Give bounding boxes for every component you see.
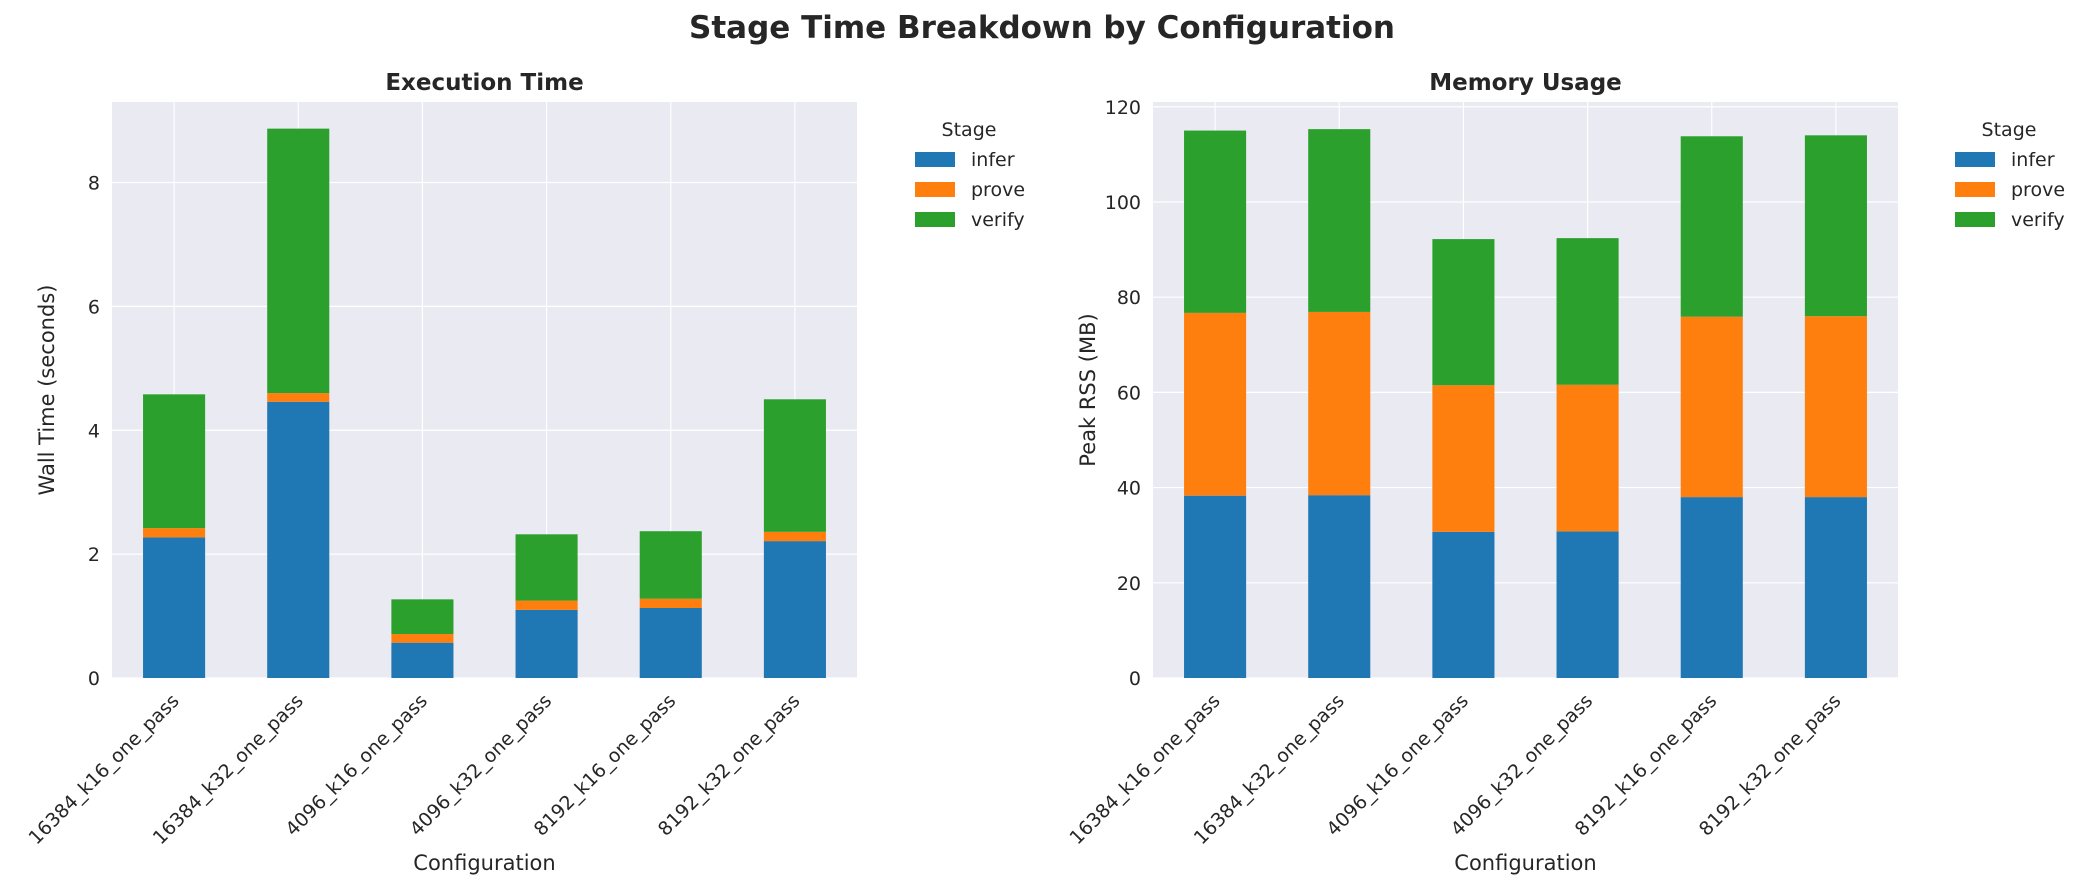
bar-infer-8192_k32_one_pass [763, 541, 826, 678]
bar-prove-8192_k32_one_pass [763, 531, 826, 542]
y-axis-label: Wall Time (seconds) [35, 285, 59, 496]
x-tick-label: 8192_k16_one_pass [530, 690, 681, 841]
bar-verify-16384_k32_one_pass [267, 128, 330, 394]
bar-infer-8192_k16_one_pass [1680, 497, 1743, 678]
bar-verify-8192_k32_one_pass [763, 399, 826, 532]
y-tick-label: 0 [1129, 668, 1141, 690]
legend-swatch-verify [1955, 212, 1995, 227]
x-tick-label: 4096_k32_one_pass [1447, 690, 1598, 841]
legend: Stage infer prove verify [915, 119, 1025, 231]
bar-verify-4096_k32_one_pass [515, 534, 578, 601]
execution-time-chart: 0246816384_k16_one_pass16384_k32_one_pas… [25, 70, 1025, 875]
plot-area [112, 102, 857, 678]
x-tick-label: 4096_k16_one_pass [1322, 690, 1473, 841]
bar-verify-4096_k32_one_pass [1556, 238, 1619, 385]
legend-swatch-infer [1955, 152, 1995, 167]
y-tick-label: 40 [1117, 478, 1141, 500]
y-tick-label: 2 [88, 544, 100, 566]
chart-title: Execution Time [385, 70, 583, 96]
y-tick-label: 6 [88, 296, 100, 318]
figure-title: Stage Time Breakdown by Configuration [689, 10, 1395, 46]
x-tick-label: 8192_k32_one_pass [1695, 690, 1846, 841]
bar-prove-8192_k16_one_pass [1680, 316, 1743, 498]
bar-infer-8192_k16_one_pass [639, 608, 702, 678]
bar-verify-4096_k16_one_pass [1432, 239, 1495, 386]
y-tick-label: 120 [1105, 97, 1141, 119]
y-tick-label: 100 [1105, 192, 1141, 214]
y-tick-label: 80 [1117, 287, 1141, 309]
x-tick-label: 8192_k16_one_pass [1571, 690, 1722, 841]
y-tick-label: 60 [1117, 382, 1141, 404]
bar-infer-16384_k32_one_pass [267, 401, 330, 678]
bar-verify-16384_k32_one_pass [1308, 129, 1371, 312]
chart-title: Memory Usage [1429, 70, 1622, 96]
plot-area [1153, 102, 1898, 678]
bar-prove-4096_k32_one_pass [515, 600, 578, 610]
bar-prove-4096_k32_one_pass [1556, 384, 1619, 532]
legend-swatch-verify [915, 212, 955, 227]
bar-verify-16384_k16_one_pass [143, 394, 206, 529]
x-tick-label: 4096_k16_one_pass [281, 690, 432, 841]
bar-infer-16384_k16_one_pass [1184, 495, 1247, 678]
legend-title: Stage [1982, 119, 2037, 141]
bar-prove-16384_k16_one_pass [143, 528, 206, 538]
bar-infer-4096_k32_one_pass [515, 609, 578, 678]
y-tick-label: 8 [88, 173, 100, 195]
legend-label-verify: verify [971, 209, 1025, 231]
legend: Stage infer prove verify [1955, 119, 2065, 231]
y-tick-label: 20 [1117, 573, 1141, 595]
legend-swatch-prove [915, 182, 955, 197]
legend-label-verify: verify [2011, 209, 2065, 231]
bar-prove-16384_k32_one_pass [1308, 311, 1371, 496]
x-axis-label: Configuration [413, 851, 555, 875]
y-tick-label: 4 [88, 420, 100, 442]
bar-prove-8192_k16_one_pass [639, 598, 702, 609]
x-tick-label: 8192_k32_one_pass [654, 690, 805, 841]
y-tick-label: 0 [88, 668, 100, 690]
legend-swatch-infer [915, 152, 955, 167]
bar-verify-4096_k16_one_pass [391, 599, 454, 635]
legend-label-infer: infer [971, 149, 1015, 171]
y-axis-label: Peak RSS (MB) [1076, 313, 1100, 466]
bar-infer-16384_k32_one_pass [1308, 495, 1371, 678]
bar-verify-8192_k16_one_pass [639, 531, 702, 599]
legend-label-infer: infer [2011, 149, 2055, 171]
bar-prove-4096_k16_one_pass [391, 634, 454, 643]
legend-title: Stage [942, 119, 997, 141]
bar-verify-8192_k32_one_pass [1804, 135, 1867, 317]
bar-verify-8192_k16_one_pass [1680, 136, 1743, 317]
bar-infer-4096_k16_one_pass [391, 642, 454, 678]
bar-prove-4096_k16_one_pass [1432, 385, 1495, 532]
bar-infer-4096_k32_one_pass [1556, 531, 1619, 678]
bar-prove-16384_k16_one_pass [1184, 312, 1247, 496]
legend-label-prove: prove [2011, 179, 2065, 201]
legend-label-prove: prove [971, 179, 1025, 201]
x-tick-label: 4096_k32_one_pass [406, 690, 557, 841]
legend-swatch-prove [1955, 182, 1995, 197]
bar-infer-8192_k32_one_pass [1804, 497, 1867, 678]
bar-infer-4096_k16_one_pass [1432, 531, 1495, 678]
bar-infer-16384_k16_one_pass [143, 537, 206, 678]
x-axis-label: Configuration [1454, 851, 1596, 875]
bar-prove-16384_k32_one_pass [267, 393, 330, 402]
bar-prove-8192_k32_one_pass [1804, 316, 1867, 498]
bar-verify-16384_k16_one_pass [1184, 130, 1247, 313]
memory-usage-chart: 02040608010012016384_k16_one_pass16384_k… [1066, 70, 2065, 875]
